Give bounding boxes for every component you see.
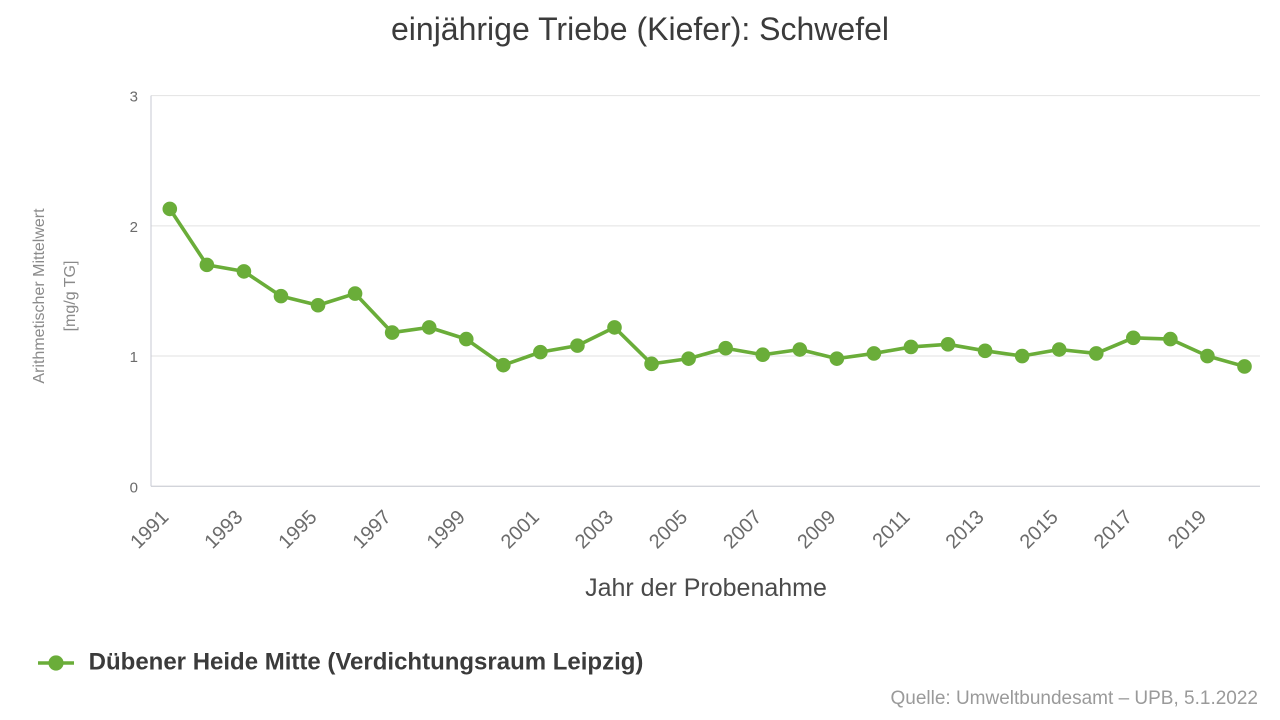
svg-text:0: 0 [130,479,138,496]
svg-text:1995: 1995 [275,506,322,553]
svg-text:2011: 2011 [869,506,915,552]
svg-text:2003: 2003 [571,506,618,553]
svg-text:[mg/g TG]: [mg/g TG] [62,261,79,332]
svg-text:1999: 1999 [423,506,470,553]
svg-text:1993: 1993 [200,506,247,553]
svg-text:2015: 2015 [1016,506,1063,553]
svg-text:2007: 2007 [719,506,766,553]
svg-text:2019: 2019 [1164,506,1211,553]
svg-text:1: 1 [130,349,138,366]
svg-text:1997: 1997 [349,506,396,553]
svg-text:Arithmetischer Mittelwert: Arithmetischer Mittelwert [31,208,48,384]
svg-text:2: 2 [130,219,138,236]
svg-text:Jahr der Probenahme: Jahr der Probenahme [585,574,827,602]
svg-text:2005: 2005 [645,506,692,553]
svg-text:2001: 2001 [497,506,544,553]
svg-text:1991: 1991 [126,506,173,553]
svg-text:2013: 2013 [942,506,989,553]
svg-text:3: 3 [130,89,138,106]
svg-text:2009: 2009 [793,506,840,553]
svg-text:2017: 2017 [1090,506,1137,553]
